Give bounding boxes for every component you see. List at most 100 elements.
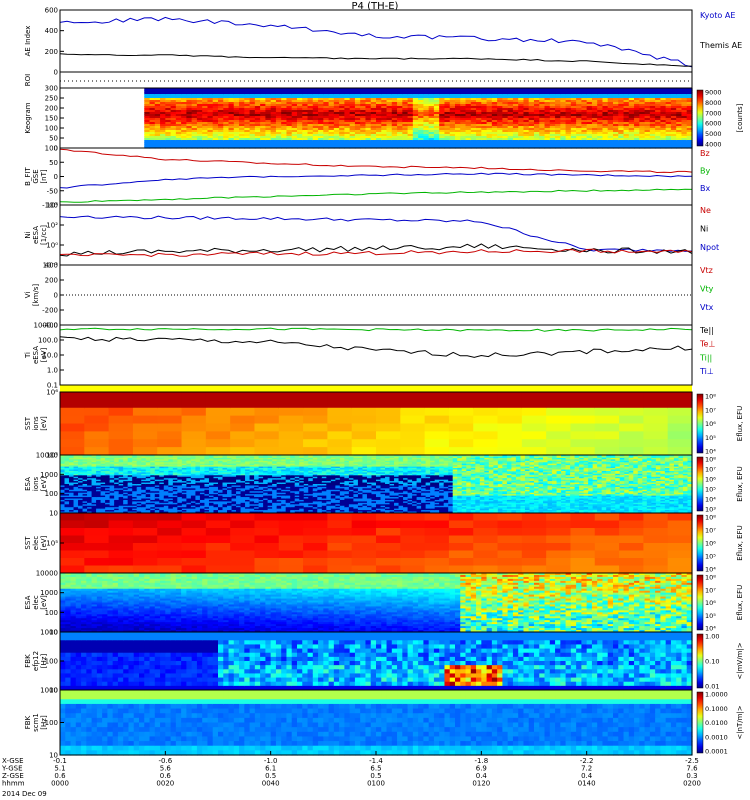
keogram-cell [149,132,156,135]
sst_i-cell [108,431,134,440]
keogram-cell [149,88,156,91]
keogram-cell [407,128,414,131]
keogram-cell [354,96,361,99]
keogram-cell [191,116,198,119]
keogram-cell [239,128,245,131]
sst_i-cell [351,392,377,401]
keogram-cell [402,116,409,119]
keogram-cell [249,126,256,129]
keogram-cell [249,98,256,101]
keogram-cell [275,104,282,107]
keogram-cell [376,132,382,135]
keogram-cell [196,130,203,133]
keogram-cell [202,98,209,101]
keogram-cell [149,90,156,93]
keogram-cell [212,138,219,141]
keogram-cell [191,142,198,145]
sst_i-cell [205,431,231,440]
keogram-cell [365,110,372,113]
keogram-cell [191,144,198,147]
keogram-cell [165,114,172,117]
keogram-cell [354,130,361,133]
keogram-cell [307,94,314,97]
sst_i-cell [132,415,158,425]
keogram-cell [386,88,393,91]
keogram-cell [344,136,351,139]
keogram-cell [149,96,156,99]
keogram-cell [175,94,182,97]
keogram-cell [191,98,198,101]
sst_i-cell [643,439,669,448]
keogram-cell [307,128,314,131]
sst_i-cell [132,423,158,432]
sst_i-cell [157,447,183,456]
keogram-cell [228,128,235,131]
keogram-cell [376,136,382,139]
sst_i-cell [570,431,596,440]
keogram-cell [181,140,187,143]
sst_i-cell [132,431,158,440]
keogram-cell [407,110,414,113]
keogram-cell [370,112,377,115]
keogram-cell [223,106,230,109]
keogram-cell [244,108,251,111]
keogram-cell [170,104,177,107]
keogram-cell [175,116,182,119]
keogram-cell [302,132,309,135]
keogram-cell [191,124,198,127]
keogram-cell [354,144,361,147]
keogram-cell [144,110,151,113]
keogram-cell [297,136,303,139]
keogram-cell [207,110,214,113]
keogram-cell [318,132,324,135]
keogram-cell [402,128,409,131]
keogram-cell [149,112,156,115]
keogram-cell [196,144,203,147]
keogram-cell [339,138,345,141]
keogram-cell [154,100,161,103]
keogram-cell [370,90,377,93]
keogram-cell [328,130,335,133]
sst_i-cell [619,431,644,440]
keogram-cell [381,132,388,135]
keogram-cell [291,142,298,145]
keogram-cell [386,130,393,133]
keogram-cell [360,128,367,131]
keogram-cell [281,146,288,149]
keogram-cell [202,132,209,135]
keogram-cell [275,140,282,143]
keogram-cell [291,144,298,147]
keogram-cell [175,92,182,95]
keogram-cell [281,98,288,101]
keogram-cell [249,144,256,147]
sst_i-cell [521,431,547,440]
keogram-cell [154,112,161,115]
keogram-cell [360,112,367,115]
keogram-cell [397,98,403,101]
keogram-cell [407,104,414,107]
keogram-cell [275,122,282,125]
keogram-cell [270,118,277,121]
keogram-cell [275,92,282,95]
keogram-cell [360,138,367,141]
keogram-cell [181,120,187,123]
keogram-cell [160,130,166,133]
keogram-cell [218,132,224,135]
keogram-cell [160,112,166,115]
keogram-cell [360,94,367,97]
keogram-cell [181,134,187,137]
keogram-cell [297,142,303,145]
sst_i-cell [594,415,620,425]
keogram-cell [191,130,198,133]
keogram-cell [339,90,345,93]
keogram-cell [244,128,251,131]
keogram-cell [365,136,372,139]
keogram-cell [144,104,151,107]
sst_i-cell [60,439,85,448]
keogram-cell [407,112,414,115]
keogram-cell [165,136,172,139]
keogram-cell [244,142,251,145]
keogram-cell [239,124,245,127]
keogram-cell [381,144,388,147]
keogram-cell [260,112,266,115]
